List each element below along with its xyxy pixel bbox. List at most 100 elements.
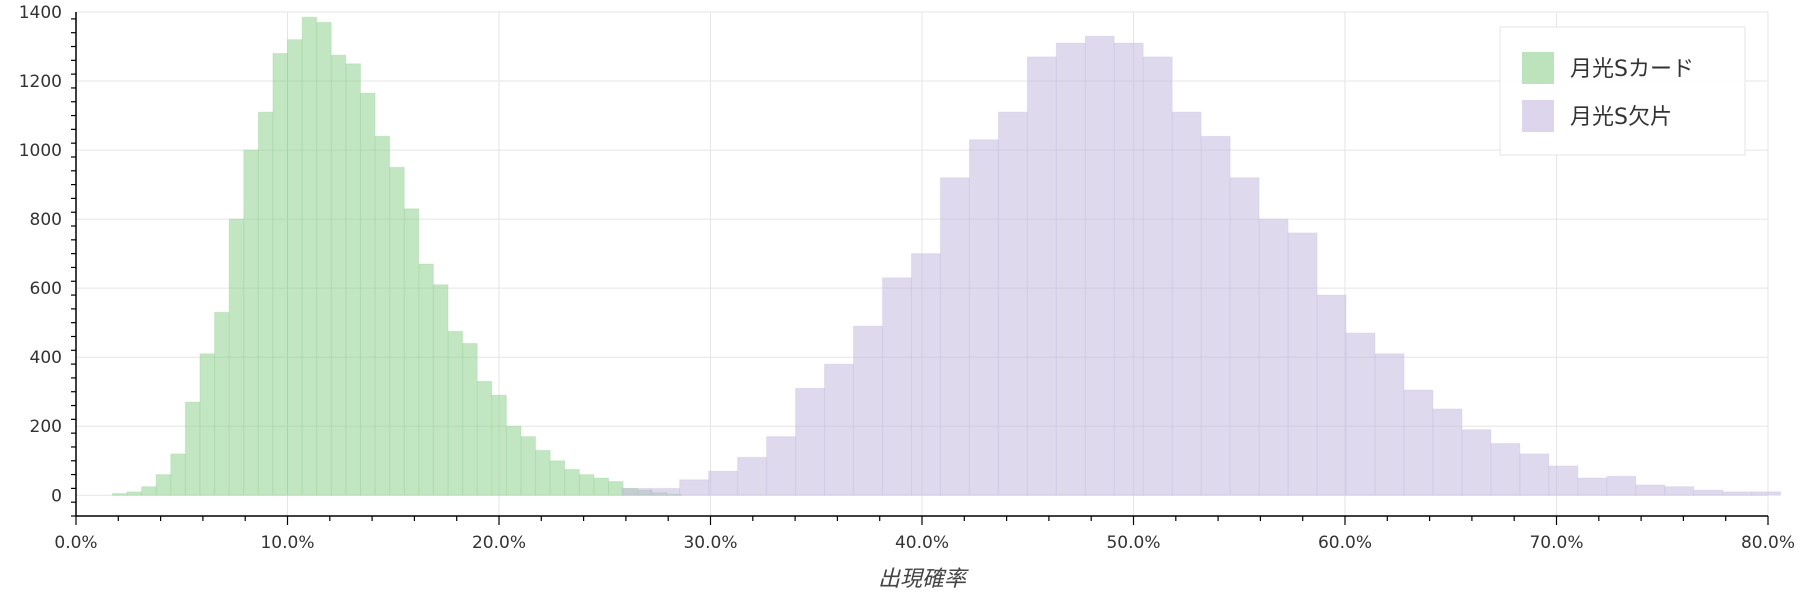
bar [549,460,566,496]
bar [345,63,361,496]
bar [287,39,303,496]
bar [1490,443,1521,496]
bar [881,277,912,496]
bar [476,380,493,496]
bar [1461,429,1492,496]
bar [228,218,245,496]
bar [1635,484,1666,496]
bar [823,363,854,496]
bar [910,253,941,496]
y-tick-label: 800 [30,210,62,230]
bar [708,470,739,496]
bar [359,92,376,496]
bar [564,468,580,496]
bar [199,353,216,496]
bar [447,330,464,496]
bar [795,387,825,496]
x-tick-label: 70.0% [1529,533,1583,553]
bar [184,401,201,496]
bar [1432,408,1463,496]
y-tick-label: 1200 [19,72,62,92]
bar [1055,42,1086,496]
bar [608,480,624,496]
bar [243,149,259,496]
bar [766,436,797,496]
bar [1664,486,1695,496]
bar [1084,35,1115,496]
legend-swatch-1 [1522,52,1554,84]
bar [593,477,610,496]
bar [535,449,551,496]
bar [1403,389,1434,496]
x-tick-label: 10.0% [260,533,314,553]
bar [1548,465,1579,496]
bar [432,284,449,496]
bar [111,493,128,496]
y-tick-label: 200 [30,417,62,437]
series-2-bars [621,35,1782,496]
bar [1519,453,1550,496]
bar [621,487,652,496]
bar [852,325,883,496]
bar [1287,232,1318,496]
x-tick-label: 60.0% [1318,533,1372,553]
legend-label-1: 月光Sカード [1570,57,1694,82]
y-tick-label: 600 [30,279,62,299]
bar [737,456,768,496]
bar [578,474,595,496]
bar [1229,177,1260,496]
ticks: 0.0% 10.0% 20.0% 30.0% 40.0% 50.0% 60.0% 70.0% 8… [19,3,1795,553]
y-tick-label: 1400 [19,3,62,23]
bar [126,491,143,496]
bar [650,487,681,496]
y-tick-label: 400 [30,348,62,368]
bar [1693,489,1724,496]
legend-swatch-2 [1522,100,1554,132]
legend-box [1499,26,1746,156]
bar [1142,56,1173,496]
bar [1606,475,1637,496]
bar [170,453,186,496]
x-axis-title: 出現確率 [878,567,969,592]
bars [111,16,1782,496]
bar [997,111,1028,496]
bar [968,139,999,496]
bar [272,52,288,496]
bar [520,436,537,496]
bar [1171,111,1202,496]
bar [939,177,970,496]
bar [418,263,434,496]
bar [1316,294,1347,496]
bar [301,16,318,496]
bar [214,311,230,496]
bar [330,54,347,496]
y-tick-label: 0 [51,486,62,506]
x-tick-label: 0.0% [54,533,97,553]
bar [1577,477,1608,496]
bar [1026,56,1057,496]
bar [403,208,420,496]
x-tick-label: 20.0% [472,533,526,553]
x-tick-label: 40.0% [895,533,949,553]
bar [374,135,391,496]
bar [462,342,478,496]
series-1-bars [111,16,683,496]
x-tick-label: 50.0% [1106,533,1160,553]
bar [1345,332,1376,496]
bar [1722,491,1753,496]
bar [1113,42,1144,496]
bar [141,486,157,496]
bar [1200,135,1231,496]
bar [389,166,405,496]
bar [155,474,172,496]
x-tick-label: 30.0% [683,533,737,553]
y-tick-label: 1000 [19,141,62,161]
bar [1258,218,1289,496]
bar [679,479,710,496]
bar [1751,491,1782,496]
bar [257,111,274,496]
bar [505,425,522,496]
